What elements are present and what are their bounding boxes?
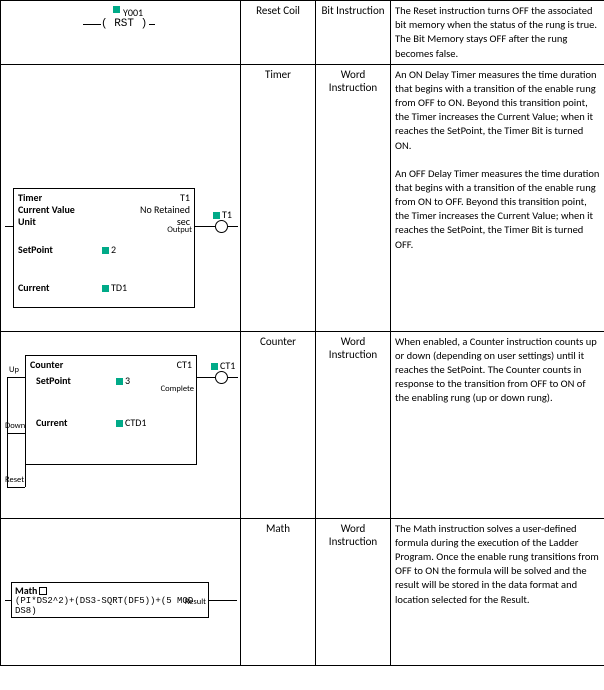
instruction-name: Timer — [241, 64, 316, 331]
reset-coil-symbol: ( RST ) — [101, 18, 147, 30]
math-diagram: Math (PI*DS2^2)+(DS3-SQRT(DF5))+(5 MOD D… — [5, 522, 236, 662]
connector-line-icon — [197, 377, 215, 378]
diagram-cell: Timer T1 Current Value No Retained Unit … — [1, 64, 241, 331]
instruction-description: An ON Delay Timer measures the time dura… — [391, 64, 604, 331]
output-tag: CT1 — [211, 359, 235, 372]
reset-coil-diagram: Y001 ( RST ) — [5, 4, 236, 42]
connector-line-icon — [5, 600, 11, 601]
diagram-cell: Counter CT1 SetPoint 3 Current CTD1 Comp… — [1, 331, 241, 518]
instruction-type: Word Instruction — [316, 331, 391, 518]
instruction-table: Y001 ( RST ) Reset Coil Bit Instruction … — [0, 0, 604, 666]
table-row: Timer T1 Current Value No Retained Unit … — [1, 64, 604, 331]
connector-line-icon — [5, 226, 13, 227]
tag-marker-icon — [113, 6, 120, 13]
output-tag: T1 — [213, 208, 232, 221]
description-paragraph: An ON Delay Timer measures the time dura… — [395, 68, 600, 153]
table-row: Y001 ( RST ) Reset Coil Bit Instruction … — [1, 1, 604, 65]
value-marker-icon — [116, 420, 123, 427]
output-coil-icon — [215, 220, 228, 233]
connector-line-icon — [7, 433, 25, 434]
connector-line-icon — [228, 377, 238, 378]
block-id: CT1 — [177, 358, 192, 371]
rail-line-icon — [7, 377, 8, 487]
connector-line-icon — [195, 226, 215, 227]
block-title: Math — [12, 583, 208, 597]
timer-block: Timer T1 Current Value No Retained Unit … — [13, 188, 195, 308]
math-expression: (PI*DS2^2)+(DS3-SQRT(DF5))+(5 MOD DS8) — [12, 597, 208, 617]
value-marker-icon — [116, 378, 123, 385]
value-marker-icon — [102, 247, 109, 254]
instruction-description: The Math instruction solves a user-defin… — [391, 518, 604, 665]
instruction-type: Bit Instruction — [316, 1, 391, 65]
up-port-label: Up — [9, 365, 19, 375]
block-title: Counter — [30, 358, 63, 371]
description-paragraph: An OFF Delay Timer measures the time dur… — [395, 167, 600, 252]
setpoint-label: SetPoint — [36, 374, 71, 387]
diagram-cell: Y001 ( RST ) — [1, 1, 241, 65]
setpoint-value: 3 — [116, 374, 130, 387]
table-row: Math (PI*DS2^2)+(DS3-SQRT(DF5))+(5 MOD D… — [1, 518, 604, 665]
connector-line-icon — [209, 600, 237, 601]
current-label: Current — [36, 416, 67, 429]
setpoint-value: 2 — [102, 243, 116, 256]
value-marker-icon — [211, 363, 218, 370]
current-value: TD1 — [102, 281, 127, 294]
down-port-label: Down — [5, 421, 25, 431]
value-marker-icon — [102, 285, 109, 292]
setpoint-label: SetPoint — [18, 243, 53, 256]
output-coil-icon — [215, 371, 228, 384]
connector-line-icon — [7, 487, 25, 488]
instruction-description: When enabled, a Counter instruction coun… — [391, 331, 604, 518]
rung-line-icon — [149, 24, 155, 25]
instruction-name: Reset Coil — [241, 1, 316, 65]
value-marker-icon — [213, 212, 220, 219]
instruction-name: Math — [241, 518, 316, 665]
table-row: Counter CT1 SetPoint 3 Current CTD1 Comp… — [1, 331, 604, 518]
output-port-label: Output — [167, 225, 192, 235]
instruction-type: Word Instruction — [316, 518, 391, 665]
instruction-type: Word Instruction — [316, 64, 391, 331]
current-label: Current — [18, 281, 49, 294]
timer-diagram: Timer T1 Current Value No Retained Unit … — [5, 68, 236, 328]
math-block: Math (PI*DS2^2)+(DS3-SQRT(DF5))+(5 MOD D… — [11, 582, 209, 618]
counter-diagram: Counter CT1 SetPoint 3 Current CTD1 Comp… — [5, 335, 236, 515]
current-value: CTD1 — [116, 416, 146, 429]
output-port-label: Complete — [161, 384, 194, 394]
math-indicator-icon — [39, 587, 47, 595]
output-port-label: Result — [185, 597, 206, 607]
instruction-name: Counter — [241, 331, 316, 518]
instruction-description: The Reset instruction turns OFF the asso… — [391, 1, 604, 65]
connector-line-icon — [25, 465, 26, 487]
rung-line-icon — [83, 24, 101, 25]
connector-line-icon — [7, 377, 25, 378]
diagram-cell: Math (PI*DS2^2)+(DS3-SQRT(DF5))+(5 MOD D… — [1, 518, 241, 665]
counter-block: Counter CT1 SetPoint 3 Current CTD1 Comp… — [25, 355, 197, 465]
block-label: Unit — [18, 215, 36, 228]
connector-line-icon — [228, 226, 238, 227]
